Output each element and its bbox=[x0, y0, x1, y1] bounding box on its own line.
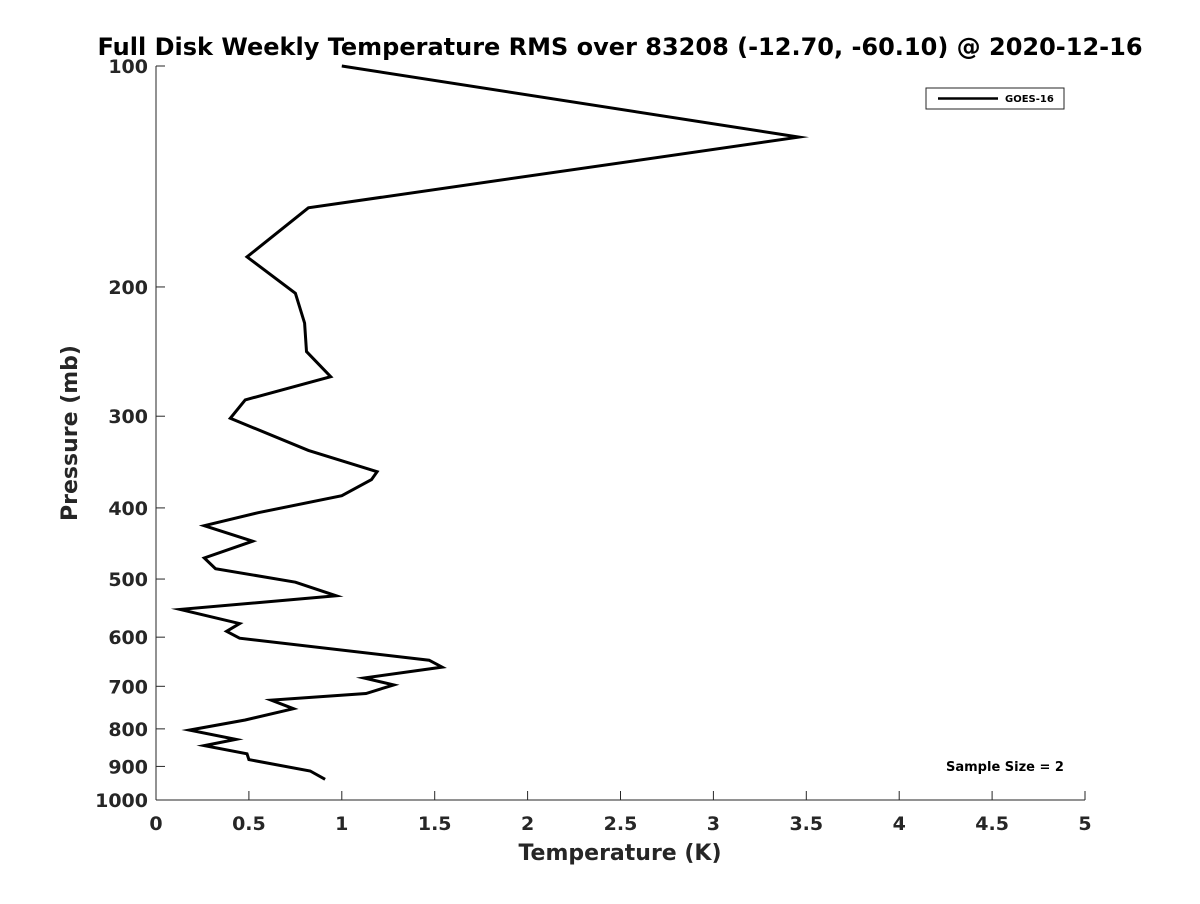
x-tick-label: 2 bbox=[521, 813, 534, 835]
y-tick-label: 700 bbox=[108, 676, 148, 698]
x-tick-label: 5 bbox=[1078, 813, 1091, 835]
x-tick-label: 0 bbox=[149, 813, 162, 835]
y-tick-label: 1000 bbox=[95, 790, 148, 812]
x-tick-label: 4 bbox=[893, 813, 906, 835]
x-axis-label: Temperature (K) bbox=[518, 841, 721, 866]
y-tick-label: 800 bbox=[108, 719, 148, 741]
sample-size-annotation: Sample Size = 2 bbox=[946, 760, 1064, 775]
x-tick-label: 3 bbox=[707, 813, 720, 835]
x-tick-label: 2.5 bbox=[604, 813, 638, 835]
legend: GOES-16 bbox=[926, 88, 1064, 109]
chart-title: Full Disk Weekly Temperature RMS over 83… bbox=[97, 33, 1142, 61]
y-tick-label: 200 bbox=[108, 277, 148, 299]
legend-label-goes-16: GOES-16 bbox=[1005, 94, 1054, 105]
y-tick-label: 500 bbox=[108, 569, 148, 591]
x-tick-label: 0.5 bbox=[232, 813, 266, 835]
x-tick-label: 3.5 bbox=[789, 813, 823, 835]
y-tick-label: 600 bbox=[108, 627, 148, 649]
y-tick-label: 300 bbox=[108, 406, 148, 428]
x-tick-label: 1.5 bbox=[418, 813, 452, 835]
x-tick-label: 1 bbox=[335, 813, 348, 835]
y-tick-label: 400 bbox=[108, 498, 148, 520]
x-tick-label: 4.5 bbox=[975, 813, 1009, 835]
y-tick-label: 900 bbox=[108, 756, 148, 778]
y-tick-label: 100 bbox=[108, 56, 148, 78]
y-axis-label: Pressure (mb) bbox=[58, 345, 83, 521]
